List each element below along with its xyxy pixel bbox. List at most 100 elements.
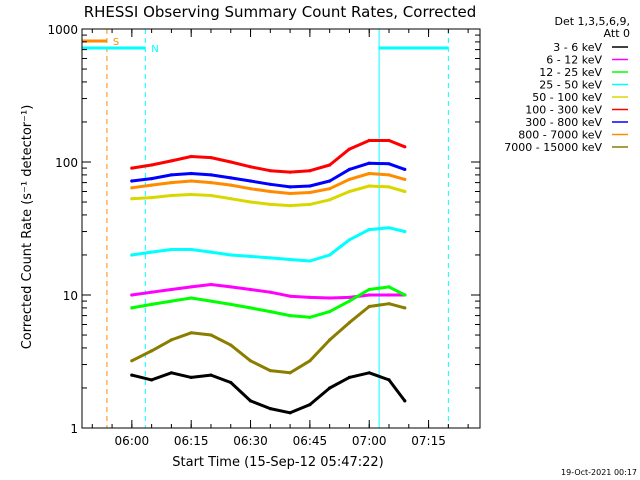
series-point — [229, 302, 233, 306]
series-point — [130, 293, 134, 297]
y-tick-label: 1000 — [47, 23, 78, 37]
series-point — [308, 315, 312, 319]
series-point — [367, 171, 371, 176]
series-point — [150, 349, 154, 353]
series-point — [347, 321, 351, 325]
legend-item: 3 - 6 keV — [553, 41, 628, 54]
series-point — [387, 162, 391, 166]
series-point — [229, 183, 233, 187]
series-point — [288, 204, 292, 208]
series-point — [189, 171, 193, 176]
series-point — [248, 179, 253, 183]
series-point — [268, 407, 272, 411]
series-line — [131, 139, 406, 174]
series-point — [248, 165, 253, 169]
legend-label: 800 - 7000 keV — [518, 129, 602, 142]
series-point — [308, 202, 312, 206]
series-point — [347, 189, 351, 194]
series-800-7000-kev — [130, 171, 407, 196]
series-point — [268, 182, 272, 186]
series-point — [169, 181, 173, 185]
series-point — [288, 185, 292, 189]
series-point — [403, 167, 407, 171]
x-tick-label: 06:15 — [174, 434, 209, 448]
series-point — [367, 304, 371, 309]
series-point — [268, 202, 272, 206]
series-3-6-kev — [130, 371, 407, 415]
series-point — [403, 229, 407, 234]
series-point — [328, 386, 332, 390]
series-point — [130, 253, 134, 257]
series-point — [268, 169, 272, 173]
series-point — [387, 226, 391, 230]
series-point — [347, 295, 351, 299]
legend-label: 7000 - 15000 keV — [504, 141, 602, 154]
series-6-12-kev — [130, 282, 407, 300]
x-tick-label: 06:30 — [233, 434, 268, 448]
series-point — [130, 186, 134, 190]
legend-label: 300 - 800 keV — [525, 116, 602, 129]
series-point — [169, 287, 173, 292]
series-point — [209, 373, 213, 377]
series-point — [209, 250, 213, 254]
series-point — [229, 343, 233, 347]
series-point — [328, 187, 332, 191]
series-point — [169, 159, 173, 163]
series-point — [268, 189, 272, 194]
series-point — [150, 250, 154, 254]
series-point — [308, 359, 312, 363]
series-point — [367, 228, 371, 232]
series-point — [268, 256, 272, 260]
series-point — [189, 247, 193, 252]
series-point — [169, 338, 173, 342]
series-point — [308, 184, 312, 188]
legend-label: 12 - 25 keV — [539, 66, 602, 79]
series-point — [403, 177, 407, 181]
series-25-50-kev — [130, 226, 407, 263]
chart-title: RHESSI Observing Summary Count Rates, Co… — [84, 3, 477, 21]
legend-label: 3 - 6 keV — [553, 41, 602, 54]
series-50-100-kev — [130, 184, 407, 208]
series-point — [387, 285, 391, 289]
series-300-800-kev — [130, 161, 407, 189]
timestamp: 19-Oct-2021 00:17 — [561, 468, 637, 477]
series-point — [288, 314, 292, 318]
series-point — [347, 299, 351, 303]
series-point — [328, 179, 332, 183]
series-point — [387, 185, 391, 189]
series-point — [403, 399, 407, 403]
series-point — [268, 310, 272, 314]
series-point — [130, 306, 134, 310]
legend-item: 25 - 50 keV — [539, 79, 628, 92]
series-point — [403, 189, 407, 194]
series-point — [150, 378, 154, 382]
series-point — [189, 192, 193, 197]
series-point — [130, 359, 134, 363]
series-point — [367, 293, 371, 297]
series-point — [169, 299, 173, 303]
series-point — [288, 191, 292, 196]
series-point — [288, 170, 292, 174]
series-point — [367, 184, 371, 188]
legend-item: 300 - 800 keV — [525, 116, 628, 129]
series-point — [347, 147, 351, 151]
legend-item: 800 - 7000 keV — [518, 129, 628, 142]
series-point — [229, 253, 233, 257]
series-point — [248, 287, 253, 292]
series-point — [347, 375, 351, 379]
y-tick-label: 100 — [55, 156, 78, 170]
annotation-label: N — [151, 44, 158, 55]
series-point — [367, 371, 371, 375]
legend-item: 50 - 100 keV — [532, 91, 628, 104]
series-100-300-kev — [130, 138, 407, 174]
series-line — [131, 226, 406, 263]
series-point — [189, 179, 193, 183]
series-point — [367, 161, 371, 165]
series-point — [288, 371, 292, 375]
series-point — [189, 331, 193, 335]
x-tick-label: 06:45 — [293, 434, 328, 448]
legend-header: Att 0 — [604, 27, 630, 40]
series-point — [209, 156, 213, 160]
series-point — [229, 197, 233, 201]
